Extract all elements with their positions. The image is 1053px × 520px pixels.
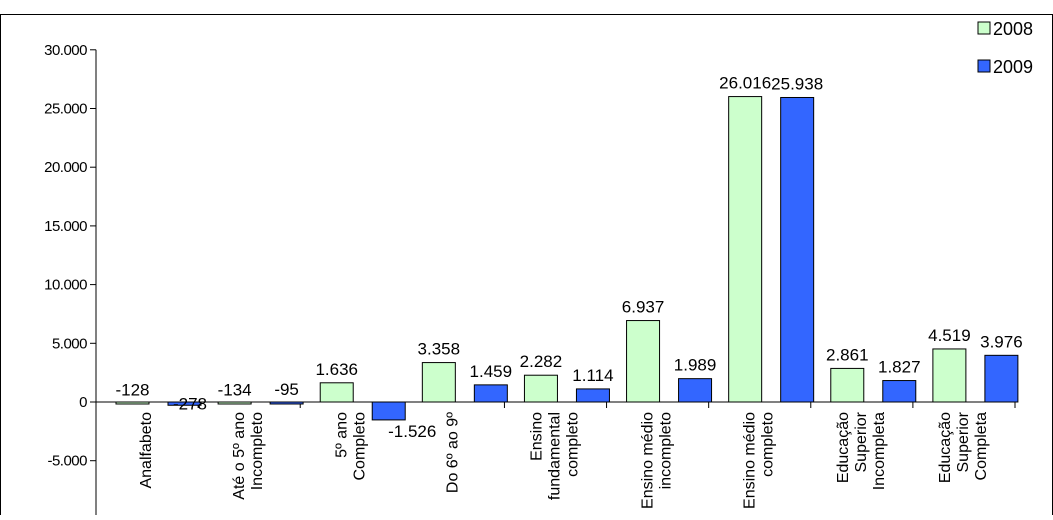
x-tick-label-2-line-1: Até o 5º ano [231, 412, 248, 500]
data-label-2008-2: -134 [218, 381, 252, 400]
x-tick-label-8-line-2: Superior [853, 411, 870, 472]
bar-2009-5 [575, 388, 610, 403]
data-label-2008-7: 26.016 [719, 74, 771, 93]
data-label-2009-7: 25.938 [771, 74, 823, 93]
bars [115, 96, 1019, 421]
bar-2008-8 [830, 367, 865, 403]
bar-2009-7 [780, 96, 815, 403]
data-label-2008-6: 6.937 [622, 298, 665, 317]
legend-label-2008: 2008 [993, 19, 1033, 39]
bar-2009-3 [371, 401, 406, 421]
bar-2008-1 [115, 401, 150, 405]
data-label-2009-5: 1.114 [572, 366, 613, 385]
x-tick-label-1-line-1: Analfabeto [138, 412, 155, 489]
bar-2008-4 [421, 362, 456, 403]
bar-2008-6 [626, 320, 661, 403]
data-label-2009-6: 1.989 [674, 356, 717, 375]
data-label-2008-8: 2.861 [826, 345, 869, 364]
y-tick-label: 20.000 [44, 159, 87, 176]
data-label-2008-5: 2.282 [520, 352, 563, 371]
data-label-2009-8: 1.827 [878, 358, 921, 377]
data-label-2008-4: 3.358 [418, 340, 461, 359]
x-tick-label-7-line-2: completo [760, 412, 777, 477]
data-label-2008-1: -128 [115, 381, 149, 400]
bar-2009-4 [473, 384, 508, 403]
bar-2008-5 [523, 374, 558, 403]
y-tick-label: 5.000 [52, 335, 87, 352]
x-tick-label-6-line-2: incompleto [658, 412, 675, 489]
bar-2009-1 [167, 401, 202, 406]
data-label-2009-1: -278 [173, 394, 207, 413]
x-tick-label-9-line-3: Completa [973, 412, 990, 481]
x-tick-label-2-line-2: Incompleto [249, 412, 266, 490]
x-tick-label-9-line-2: Superior [955, 411, 972, 472]
x-tick-label-4-line-1: Do 6º ao 9º [444, 412, 461, 493]
bar-2009-8 [882, 380, 917, 403]
legend-label-2009: 2009 [993, 57, 1033, 77]
y-tick-label: 30.000 [44, 42, 87, 59]
y-tick-label: -5.000 [47, 453, 87, 470]
x-tick-label-6-line-1: Ensino médio [640, 412, 657, 509]
bar-2008-3 [319, 382, 354, 403]
bar-2009-6 [678, 378, 713, 403]
x-tick-label-9-line-1: Educação [937, 412, 954, 483]
bar-2009-2 [269, 401, 304, 405]
legend-swatch-2009 [977, 59, 991, 73]
x-tick-label-3-line-2: Completo [351, 412, 368, 481]
x-tick-label-5-line-3: completo [565, 412, 582, 477]
data-label-2009-4: 1.459 [470, 362, 513, 381]
data-label-2009-2: -95 [274, 380, 299, 399]
y-tick-label: 25.000 [44, 101, 87, 118]
x-tick-label-8-line-1: Educação [835, 412, 852, 483]
bar-2008-7 [728, 96, 763, 403]
bar-2009-9 [984, 354, 1019, 403]
legend: 2008 2009 [977, 19, 1033, 77]
x-tick-label-5-line-1: Ensino [529, 412, 546, 461]
x-tick-label-5-line-2: fundamental [547, 412, 564, 500]
bar-2008-2 [217, 401, 252, 405]
data-label-2009-9: 3.976 [980, 332, 1023, 351]
x-tick-label-8-line-3: Incompleta [871, 412, 888, 490]
x-tick-label-7-line-1: Ensino médio [742, 412, 759, 509]
data-label-2009-3: -1.526 [388, 422, 436, 441]
y-tick-label: 0 [79, 394, 87, 411]
data-label-2008-9: 4.519 [928, 326, 971, 345]
axes: -5.000 0 5.000 10.000 15.000 20.000 25.000 30.0… [44, 42, 1016, 515]
chart-frame [0, 14, 1053, 520]
y-tick-label: 15.000 [44, 218, 87, 235]
x-tick-labels: Analfabeto Até o 5º ano Incompleto 5º ano Co… [138, 411, 990, 509]
legend-swatch-2008 [977, 21, 991, 35]
data-label-2008-3: 1.636 [315, 360, 358, 379]
y-tick-label: 10.000 [44, 277, 87, 294]
bar-2008-9 [932, 348, 967, 403]
x-tick-label-3-line-1: 5º ano [333, 412, 350, 458]
data-labels: -128 -134 1.636 3.358 2.282 6.937 26.016 2.861 4… [115, 74, 1022, 441]
